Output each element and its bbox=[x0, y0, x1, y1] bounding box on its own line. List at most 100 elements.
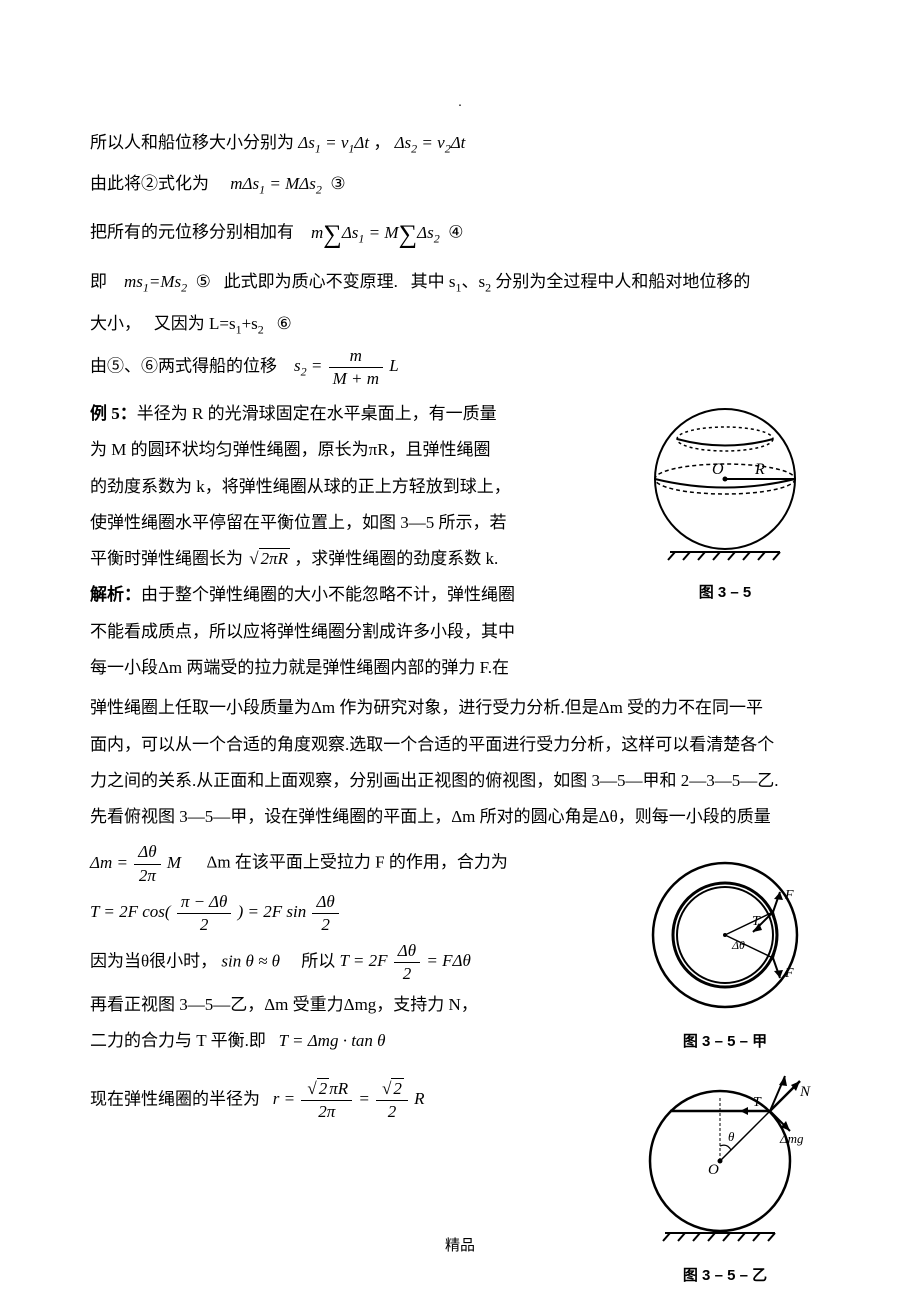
numerator: Δθ bbox=[134, 841, 160, 864]
paragraph-small-theta: 因为当θ很小时， sin θ ≈ θ 所以 T = 2F Δθ 2 = FΔθ bbox=[90, 940, 620, 985]
paragraph-s2-result: 由⑤、⑥两式得船的位移 s2 = m M + m L bbox=[90, 345, 830, 390]
sqrt-2piR: 2πR bbox=[247, 543, 290, 575]
var: = MΔs bbox=[265, 174, 316, 193]
label-O: O bbox=[708, 1162, 719, 1178]
var: Δm = bbox=[90, 853, 132, 872]
numerator: 2 bbox=[376, 1078, 408, 1101]
equation-s2: s2 = m M + m L bbox=[294, 356, 399, 375]
text: 此式即为质心不变原理. bbox=[224, 272, 398, 291]
numerator: 2πR bbox=[301, 1078, 352, 1101]
figures-column: T F F Δθ 图 3 – 5 – 甲 bbox=[620, 837, 830, 1290]
sqrt-content: 2πR bbox=[259, 548, 290, 568]
text: 、s bbox=[462, 272, 486, 291]
op: = bbox=[307, 356, 327, 375]
text: 两式得船的位移 bbox=[158, 356, 277, 375]
var: R bbox=[414, 1089, 424, 1108]
var: m bbox=[311, 223, 323, 242]
example5-text: 例 5：半径为 R 的光滑球固定在水平桌面上，有一质量 为 M 的圆环状均匀弹性… bbox=[90, 394, 620, 688]
figure-3-5-jia: T F F Δθ 图 3 – 5 – 甲 bbox=[620, 857, 830, 1056]
text: 把所有的元位移分别相加有 bbox=[90, 223, 294, 242]
circled-5: ⑤ bbox=[196, 272, 211, 291]
sqrt-content: 2 bbox=[317, 1078, 330, 1098]
paragraph-eq4: 把所有的元位移分别相加有 m∑Δs1 = M∑Δs2 ④ bbox=[90, 209, 830, 258]
separator: ， bbox=[373, 133, 390, 152]
example5-line4: 使弹性绳圈水平停留在平衡位置上，如图 3—5 所示，若 bbox=[90, 507, 620, 539]
var: =Ms bbox=[149, 272, 181, 291]
equation-4: m∑Δs1 = M∑Δs2 bbox=[311, 223, 444, 242]
equation-dm: Δm = Δθ 2π M Δm 在该平面上受拉力 F 的作用，合力为 bbox=[90, 841, 620, 886]
paragraph-eq3: 由此将②式化为 mΔs1 = MΔs2 ③ bbox=[90, 168, 830, 201]
text: 所以 bbox=[301, 951, 335, 970]
var: ) = 2F sin bbox=[238, 902, 307, 921]
circled-4: ④ bbox=[448, 223, 463, 242]
analysis-line3: 每一小段Δm 两端受的拉力就是弹性绳圈内部的弹力 F.在 bbox=[90, 652, 620, 684]
circled-3: ③ bbox=[330, 174, 345, 193]
label-T: T bbox=[753, 1095, 762, 1110]
text: 、 bbox=[124, 356, 141, 375]
var: = v bbox=[417, 133, 445, 152]
sum-operator: ∑ bbox=[323, 219, 342, 248]
text: 所以人和船位移大小分别为 bbox=[90, 133, 294, 152]
var: Δs bbox=[417, 223, 434, 242]
sum-operator: ∑ bbox=[399, 219, 418, 248]
figure-3-5-container: O R 图 3 – 5 bbox=[620, 394, 830, 688]
denominator: 2 bbox=[376, 1101, 408, 1123]
label-F1: F bbox=[784, 888, 794, 903]
analysis-line7: 先看俯视图 3—5—甲，设在弹性绳圈的平面上，Δm 所对的圆心角是Δθ，则每一小… bbox=[90, 801, 830, 833]
var: Δs bbox=[395, 133, 412, 152]
paragraph-eq5: 即 ms1=Ms2 ⑤ 此式即为质心不变原理. 其中 s1、s2 分别为全过程中… bbox=[90, 266, 830, 299]
math-T-dmg: T = Δmg · tan θ bbox=[279, 1031, 386, 1050]
paragraph-frontview: 再看正视图 3—5—乙，Δm 受重力Δmg，支持力 N， bbox=[90, 989, 620, 1021]
fraction: Δθ 2 bbox=[312, 891, 338, 936]
label-F2: F bbox=[784, 966, 794, 981]
op: = bbox=[358, 1089, 374, 1108]
text: 半径为 R 的光滑球固定在水平桌面上，有一质量 bbox=[137, 404, 497, 423]
circled-2: ② bbox=[141, 174, 158, 193]
text: 大小， bbox=[90, 314, 141, 333]
paragraph-displacement: 所以人和船位移大小分别为 Δs1 = v1Δt ， Δs2 = v2Δt bbox=[90, 127, 830, 160]
text: 二力的合力与 T 平衡.即 bbox=[90, 1031, 266, 1050]
circled-6: ⑥ bbox=[141, 356, 158, 375]
label-O: O bbox=[712, 461, 724, 478]
var: Δs bbox=[342, 223, 359, 242]
sqrt-content: 2 bbox=[391, 1078, 404, 1098]
example5-row: 例 5：半径为 R 的光滑球固定在水平桌面上，有一质量 为 M 的圆环状均匀弹性… bbox=[90, 394, 830, 688]
var: M bbox=[167, 853, 181, 872]
label-R: R bbox=[754, 461, 765, 478]
front-view-diagram-icon: N T θ Δmg O bbox=[635, 1071, 815, 1246]
text: 其中 s bbox=[411, 272, 456, 291]
analysis-line2: 不能看成质点，所以应将弹性绳圈分割成许多小段，其中 bbox=[90, 616, 620, 648]
fraction: π − Δθ 2 bbox=[177, 891, 232, 936]
var: mΔs bbox=[230, 174, 259, 193]
fraction: Δθ 2 bbox=[394, 940, 420, 985]
text: 平衡时弹性绳圈长为 bbox=[90, 549, 243, 568]
text: 即 bbox=[90, 272, 107, 291]
denominator: M + m bbox=[329, 368, 383, 390]
text: 现在弹性绳圈的半径为 bbox=[90, 1089, 260, 1108]
analysis-line1: 解析：由于整个弹性绳圈的大小不能忽略不计，弹性绳圈 bbox=[90, 579, 620, 611]
equations-column: Δm = Δθ 2π M Δm 在该平面上受拉力 F 的作用，合力为 T = 2… bbox=[90, 837, 620, 1290]
numerator: Δθ bbox=[394, 940, 420, 963]
text: ，求弹性绳圈的劲度系数 k. bbox=[294, 549, 498, 568]
text: 由 bbox=[90, 356, 107, 375]
text: Δm 在该平面上受拉力 F 的作用，合力为 bbox=[206, 853, 507, 872]
math-T-Fdtheta: T = 2F Δθ 2 = FΔθ bbox=[340, 951, 471, 970]
figure-3-5-jia-caption: 图 3 – 5 – 甲 bbox=[620, 1028, 830, 1057]
example5-line1: 例 5：半径为 R 的光滑球固定在水平桌面上，有一质量 bbox=[90, 398, 620, 430]
analysis-line5: 面内，可以从一个合适的角度观察.选取一个合适的平面进行受力分析，这样可以看清楚各… bbox=[90, 729, 830, 761]
figure-3-5-caption: 图 3 – 5 bbox=[620, 579, 830, 608]
denominator: 2 bbox=[177, 914, 232, 936]
math-dm: Δm = Δθ 2π M bbox=[90, 853, 185, 872]
analysis-line6: 力之间的关系.从正面和上面观察，分别画出正视图的俯视图，如图 3—5—甲和 2—… bbox=[90, 765, 830, 797]
var: = M bbox=[364, 223, 398, 242]
var: Δt bbox=[354, 133, 369, 152]
paragraph-balance: 二力的合力与 T 平衡.即 T = Δmg · tan θ bbox=[90, 1025, 620, 1057]
numerator: m bbox=[329, 345, 383, 368]
equation-ds1: Δs1 = v1Δt bbox=[298, 133, 373, 152]
fraction: m M + m bbox=[329, 345, 383, 390]
numerator: Δθ bbox=[312, 891, 338, 914]
var: T = 2F cos( bbox=[90, 902, 171, 921]
math-r: r = 2πR 2π = 2 2 R bbox=[273, 1089, 425, 1108]
paragraph-eq6: 大小， 又因为 L=s1+s2 ⑥ bbox=[90, 308, 830, 341]
var: ms bbox=[124, 272, 143, 291]
